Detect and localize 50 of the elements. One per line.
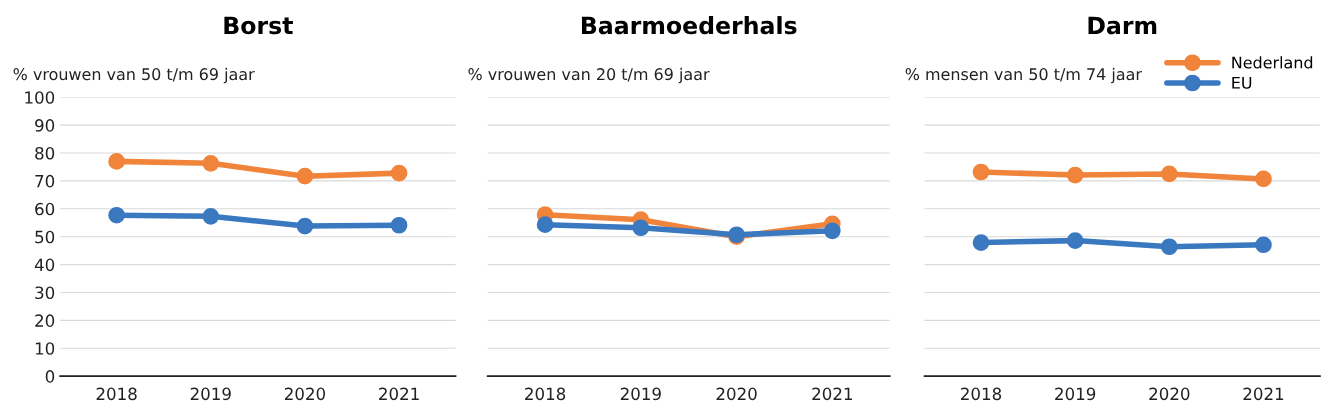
y-tick-label: 20 bbox=[35, 314, 55, 327]
point bbox=[1255, 236, 1272, 254]
point bbox=[1160, 238, 1178, 256]
x-tick-label: 2018 bbox=[525, 387, 566, 401]
chart-title: Baarmoederhals bbox=[581, 16, 797, 35]
point bbox=[632, 219, 650, 237]
point bbox=[972, 234, 990, 251]
x-tick-label: 2020 bbox=[284, 387, 326, 401]
x-tick-label: 2021 bbox=[379, 387, 419, 401]
x-tick-label: 2021 bbox=[1243, 387, 1284, 401]
y-tick-label: 80 bbox=[35, 146, 55, 160]
point bbox=[972, 163, 990, 181]
legend-label: EU bbox=[1232, 76, 1252, 89]
point bbox=[296, 217, 314, 235]
chart-subtitle: % vrouwen van 20 t/m 69 jaar bbox=[468, 67, 710, 84]
x-tick-label: 2021 bbox=[812, 387, 852, 401]
point bbox=[202, 207, 220, 225]
x-tick-label: 2018 bbox=[961, 387, 1002, 401]
y-tick-label: 90 bbox=[35, 119, 55, 132]
x-tick-label: 2020 bbox=[716, 387, 757, 401]
y-tick-label: 60 bbox=[35, 202, 55, 216]
point bbox=[1066, 232, 1084, 249]
y-tick-label: 50 bbox=[35, 230, 55, 244]
x-tick-label: 2019 bbox=[190, 387, 231, 401]
y-tick-label: 10 bbox=[35, 342, 55, 355]
point bbox=[390, 164, 408, 182]
chart-subtitle: % mensen van 50 t/m 74 jaar bbox=[905, 67, 1142, 84]
point bbox=[1255, 170, 1272, 188]
point bbox=[296, 167, 314, 185]
legend-label: Nederland bbox=[1232, 56, 1313, 69]
chart-title: Darm bbox=[1088, 16, 1157, 35]
x-tick-label: 2018 bbox=[96, 387, 137, 401]
chart-title: Borst bbox=[224, 16, 293, 35]
point bbox=[108, 206, 125, 224]
x-tick-label: 2019 bbox=[1055, 387, 1096, 401]
y-tick-label: 0 bbox=[45, 370, 55, 383]
y-tick-label: 40 bbox=[34, 258, 55, 272]
x-tick-label: 2020 bbox=[1149, 387, 1190, 401]
point bbox=[823, 222, 841, 240]
y-tick-label: 100 bbox=[25, 91, 55, 104]
chart-subtitle: % vrouwen van 50 t/m 69 jaar bbox=[13, 67, 255, 84]
point bbox=[1066, 166, 1084, 184]
point bbox=[108, 153, 125, 170]
y-tick-label: 30 bbox=[35, 286, 55, 300]
point bbox=[1160, 165, 1178, 183]
y-tick-label: 70 bbox=[35, 174, 55, 188]
point bbox=[202, 155, 220, 172]
point bbox=[536, 216, 554, 234]
point bbox=[390, 216, 408, 234]
x-tick-label: 2019 bbox=[620, 387, 661, 401]
